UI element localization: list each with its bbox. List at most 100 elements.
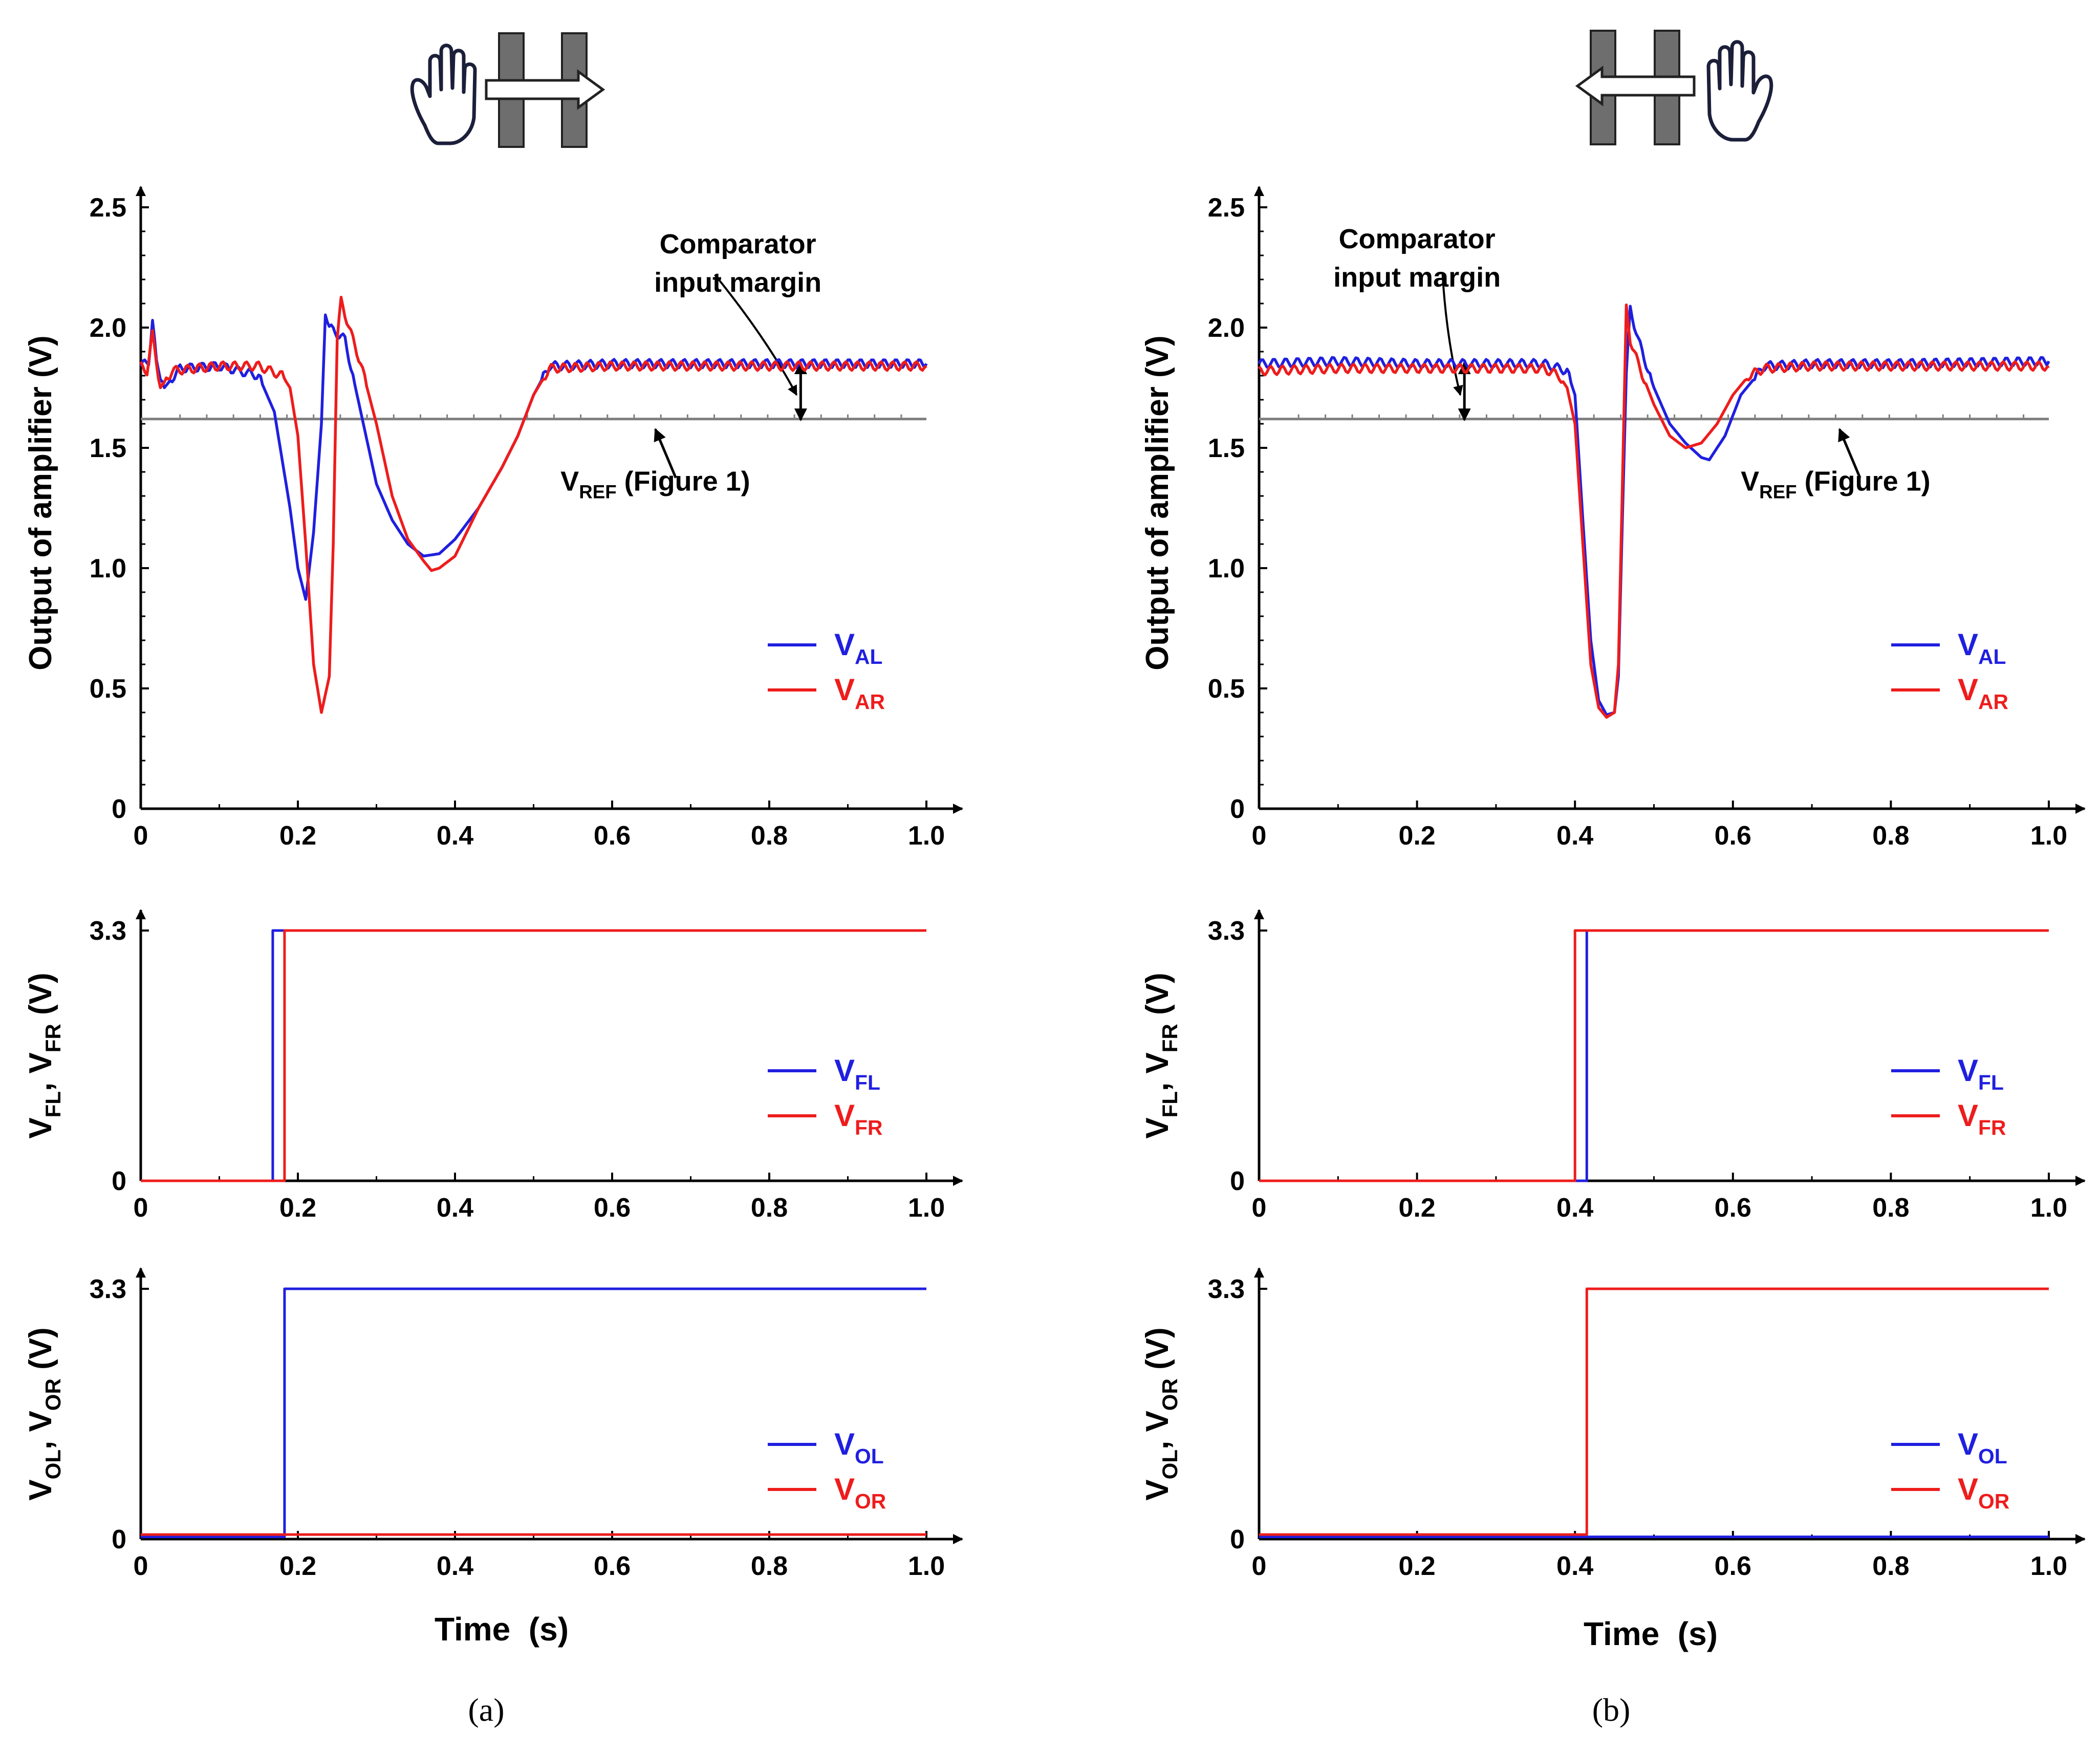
y-axis-title: VOL, VOR (V) xyxy=(23,1327,65,1500)
x-tick-label: 0.4 xyxy=(437,1193,473,1223)
series-line-v-al xyxy=(139,313,928,601)
margin-pointer-curve xyxy=(714,274,798,396)
y-tick-label: 2.5 xyxy=(90,193,126,223)
x-tick-label: 1.0 xyxy=(2030,1193,2067,1223)
y-axis-title: Output of amplifier (V) xyxy=(23,335,58,670)
x-tick-label: 0 xyxy=(1252,1193,1267,1223)
legend-label-v-al: VAL xyxy=(834,628,882,668)
x-tick-label: 0 xyxy=(134,1551,148,1581)
chart-b-amplifier: 0 0.2 0.4 0.6 0.8 1.0 0 0.5 1.0 1.5 2.0 2.5 Output o… xyxy=(1140,186,2086,851)
x-tick-label: 0.8 xyxy=(751,1193,788,1223)
x-tick-label: 0.2 xyxy=(1398,1193,1435,1223)
x-tick-label: 0.6 xyxy=(594,1551,631,1581)
y-axis-title: Output of amplifier (V) xyxy=(1140,335,1175,670)
series-line-v-ar xyxy=(1258,303,2050,719)
series-line-v-fl xyxy=(141,929,926,1182)
x-tick-label: 0.4 xyxy=(1556,821,1593,851)
y-tick-label: 0 xyxy=(1230,794,1245,824)
legend-label-v-ol: VOL xyxy=(1958,1427,2007,1468)
y-tick-label: 3.3 xyxy=(1208,1274,1245,1304)
x-tick-label: 0.8 xyxy=(751,821,788,851)
series-line-v-or xyxy=(1259,1287,2049,1536)
x-tick-label: 0.8 xyxy=(751,1551,788,1581)
gesture-illustration-b xyxy=(1575,30,1773,145)
series-line-v-fr xyxy=(1259,929,2049,1182)
x-tick-label: 0.6 xyxy=(1715,1551,1751,1581)
legend-label-v-fr: VFR xyxy=(834,1098,882,1139)
y-axis-title-text: VOL, VOR (V) xyxy=(1140,1327,1182,1500)
x-tick-label: 1.0 xyxy=(908,1193,945,1223)
x-tick-label: 0.8 xyxy=(1872,821,1909,851)
x-tick-label: 0.2 xyxy=(1398,821,1435,851)
y-tick-label: 0 xyxy=(1230,1525,1245,1554)
x-tick-label: 0 xyxy=(1252,821,1267,851)
gesture-illustration-a xyxy=(410,32,605,148)
x-tick-label: 0.2 xyxy=(1398,1551,1435,1581)
y-tick-label: 1.5 xyxy=(1208,434,1245,463)
y-axis-title-text: VOL, VOR (V) xyxy=(23,1327,65,1500)
arrow-left-icon xyxy=(1575,66,1696,106)
x-tick-label: 0.4 xyxy=(1556,1551,1593,1581)
legend-label-v-fl: VFL xyxy=(834,1053,880,1094)
legend-label-v-fr: VFR xyxy=(1958,1098,2006,1139)
y-axis-title: VOL, VOR (V) xyxy=(1140,1327,1182,1500)
annotation-line-1: Comparator xyxy=(660,229,816,260)
x-tick-label: 0 xyxy=(1252,1551,1267,1581)
y-tick-label: 3.3 xyxy=(90,1274,126,1304)
series-line-v-ar xyxy=(139,295,927,714)
margin-pointer-curve xyxy=(1441,274,1463,396)
y-axis-title-text: VFL, VFR (V) xyxy=(1140,972,1182,1138)
y-tick-label: 3.3 xyxy=(90,916,126,946)
x-tick-label: 0.6 xyxy=(1715,1193,1751,1223)
legend-label-v-ar: VAR xyxy=(1958,673,2008,714)
x-tick-label: 0.2 xyxy=(279,1193,316,1223)
legend-label-v-fl: VFL xyxy=(1958,1053,2004,1094)
x-tick-label: 0.6 xyxy=(594,1193,631,1223)
y-axis-title-text: VFL, VFR (V) xyxy=(23,972,65,1138)
y-tick-label: 3.3 xyxy=(1208,916,1245,946)
x-tick-label: 0.6 xyxy=(1715,821,1751,851)
y-axis-title: VFL, VFR (V) xyxy=(1140,972,1182,1138)
x-tick-label: 0.2 xyxy=(279,1551,316,1581)
x-tick-label: 1.0 xyxy=(2030,821,2067,851)
annotation-line-2: input margin xyxy=(654,267,821,298)
x-tick-label: 1.0 xyxy=(908,821,945,851)
y-tick-label: 0 xyxy=(1230,1166,1245,1196)
annotation-line-1: Comparator xyxy=(1339,224,1496,254)
y-tick-label: 2.0 xyxy=(1208,313,1245,343)
vref-pointer-arrow xyxy=(654,428,677,479)
x-axis-title-b: Time (s) xyxy=(1584,1615,1718,1652)
x-tick-label: 0.4 xyxy=(437,1551,473,1581)
x-tick-label: 1.0 xyxy=(908,1551,945,1581)
x-tick-label: 0.8 xyxy=(1872,1193,1909,1223)
x-tick-label: 0.4 xyxy=(1556,1193,1593,1223)
x-tick-label: 1.0 xyxy=(2030,1551,2067,1581)
series-line-v-al xyxy=(1258,305,2050,717)
y-axis-title-text: Output of amplifier (V) xyxy=(23,335,58,670)
vref-label: VREF (Figure 1) xyxy=(560,466,750,503)
series-line-v-ol xyxy=(141,1287,926,1539)
y-tick-label: 0.5 xyxy=(1208,674,1245,704)
x-tick-label: 0 xyxy=(134,821,148,851)
chart-a-amplifier: 0 0.2 0.4 0.6 0.8 1.0 0 0.5 1.0 1.5 2.0 2.5 Output o… xyxy=(23,186,963,851)
vref-label: VREF (Figure 1) xyxy=(1741,466,1930,503)
y-tick-label: 1.5 xyxy=(90,434,126,463)
x-tick-label: 0.2 xyxy=(279,821,316,851)
y-tick-label: 0 xyxy=(112,1166,126,1196)
y-axis-title: VFL, VFR (V) xyxy=(23,972,65,1138)
hand-icon xyxy=(1706,40,1773,142)
legend-label-v-al: VAL xyxy=(1958,628,2006,668)
y-tick-label: 2.0 xyxy=(90,313,126,343)
legend-label-v-or: VOR xyxy=(834,1472,886,1513)
y-tick-label: 0.5 xyxy=(90,674,126,704)
y-tick-label: 2.5 xyxy=(1208,193,1245,223)
charts-layer: 0 0.2 0.4 0.6 0.8 1.0 0 0.5 1.0 1.5 2.0 2.5 Output o… xyxy=(23,186,2086,1581)
y-tick-label: 1.0 xyxy=(1208,554,1245,583)
series-line-v-fr xyxy=(141,929,926,1182)
panel-label-b: (b) xyxy=(1592,1692,1631,1728)
